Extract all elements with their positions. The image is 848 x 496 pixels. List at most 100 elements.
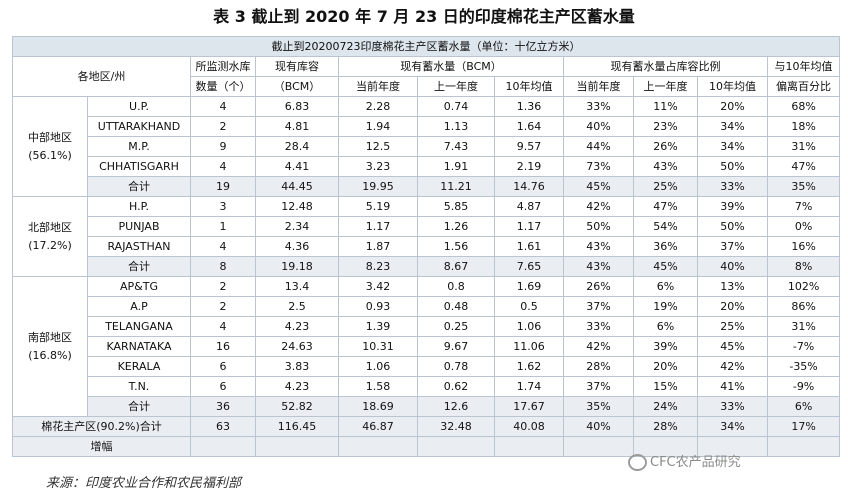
table-row: CHHATISGARH 4 4.41 3.23 1.91 2.19 73% 43% 50% 47% — [13, 156, 841, 177]
table-cell: 43% — [633, 156, 698, 177]
table-cell: 50% — [563, 216, 634, 237]
table-cell: 11.06 — [494, 336, 564, 357]
table-cell: 3 — [190, 196, 256, 217]
table-cell: 1.64 — [494, 116, 564, 137]
total-cell: 36 — [190, 396, 256, 417]
state-name: A.P — [87, 296, 191, 317]
grand-total-cell: 32.48 — [417, 416, 495, 437]
source-note: 来源：印度农业合作和农民福利部 — [46, 476, 242, 491]
table-cell: 42% — [697, 356, 768, 377]
header-region-state: 各地区/州 — [12, 56, 191, 97]
table-cell: 4.87 — [494, 196, 564, 217]
table-cell: 47% — [766, 156, 841, 177]
table-row: 南部地区 (16.8%) AP&TG 2 13.4 3.42 0.8 1.69 26% 6% 13%… — [12, 276, 841, 417]
table-cell: 16 — [190, 336, 256, 357]
table-cell: 1.87 — [338, 236, 418, 257]
table-cell: 7% — [766, 196, 841, 217]
table-cell: 102% — [766, 276, 841, 297]
table-cell: 9.57 — [494, 136, 564, 157]
table-cell: 1.69 — [494, 276, 564, 297]
region-total-row: 合计 19 44.45 19.95 11.21 14.76 45% 25% 33% 35% — [13, 176, 841, 197]
total-cell: 44.45 — [255, 176, 339, 197]
table-cell: 2 — [190, 276, 256, 297]
table-cell: 1.58 — [338, 376, 418, 397]
total-cell: 33% — [697, 396, 768, 417]
grand-total-cell: 40.08 — [494, 416, 564, 437]
table-cell: -35% — [766, 356, 841, 377]
table-cell: 31% — [766, 136, 841, 157]
table-cell: 1.61 — [494, 236, 564, 257]
table-row: RAJASTHAN 4 4.36 1.87 1.56 1.61 43% 36% 37% 16% — [13, 236, 841, 257]
table-cell: 1.17 — [494, 216, 564, 237]
total-cell: 45% — [563, 176, 634, 197]
region-label: 北部地区 (17.2%) — [12, 196, 88, 277]
table-cell: 39% — [697, 196, 768, 217]
region-name: 南部地区 — [28, 330, 72, 344]
table-title: 表 3 截止到 2020 年 7 月 23 日的印度棉花主产区蓄水量 — [213, 7, 635, 26]
region-label: 中部地区 (56.1%) — [12, 96, 88, 197]
region-total-row: 合计 8 19.18 8.23 8.67 7.65 43% 45% 40% 8% — [13, 256, 841, 277]
table-cell: 2 — [190, 116, 256, 137]
storage-table: 截止到20200723印度棉花主产区蓄水量（单位：十亿立方米） 各地区/州 所监… — [11, 36, 841, 457]
total-cell: 35% — [766, 176, 841, 197]
state-name: CHHATISGARH — [87, 156, 191, 177]
table-band-title: 截止到20200723印度棉花主产区蓄水量（单位：十亿立方米） — [11, 36, 841, 57]
table-cell: 1.06 — [338, 356, 418, 377]
table-cell: 3.42 — [338, 276, 418, 297]
table-cell: 37% — [563, 376, 634, 397]
table-cell: 0.62 — [417, 376, 495, 397]
table-cell: 50% — [697, 216, 768, 237]
table-row: PUNJAB 1 2.34 1.17 1.26 1.17 50% 54% 50% 0% — [13, 216, 841, 237]
grand-total-label: 棉花主产区(90.2%)合计 — [12, 416, 191, 437]
state-name: M.P. — [87, 136, 191, 157]
increase-cell — [697, 436, 768, 457]
table-cell: 1 — [190, 216, 256, 237]
table-cell: 25% — [697, 316, 768, 337]
header-capacity-line1: 现有库容 — [255, 56, 339, 77]
table-cell: 40% — [563, 116, 634, 137]
table-cell: 31% — [766, 316, 841, 337]
total-label: 合计 — [87, 176, 191, 197]
table-row: A.P 2 2.5 0.93 0.48 0.5 37% 19% 20% 86% — [13, 296, 841, 317]
table-cell: 47% — [633, 196, 698, 217]
total-cell: 8.67 — [417, 256, 495, 277]
table-cell: 23% — [633, 116, 698, 137]
state-name: KARNATAKA — [87, 336, 191, 357]
table-cell: 50% — [697, 156, 768, 177]
table-cell: 68% — [766, 96, 841, 117]
total-cell: 7.65 — [494, 256, 564, 277]
header-storage-group: 现有蓄水量（BCM） — [338, 56, 564, 77]
table-cell: 2.19 — [494, 156, 564, 177]
total-cell: 35% — [563, 396, 634, 417]
total-cell: 19.18 — [255, 256, 339, 277]
table-cell: 26% — [563, 276, 634, 297]
table-cell: 1.94 — [338, 116, 418, 137]
header-monitored-line1: 所监测水库 — [190, 56, 256, 77]
increase-cell — [563, 436, 634, 457]
total-cell: 24% — [633, 396, 698, 417]
table-cell: 15% — [633, 376, 698, 397]
table-cell: 0.93 — [338, 296, 418, 317]
total-label: 合计 — [87, 256, 191, 277]
table-cell: 2.28 — [338, 96, 418, 117]
table-cell: 73% — [563, 156, 634, 177]
table-cell: 36% — [633, 236, 698, 257]
state-name: KERALA — [87, 356, 191, 377]
total-cell: 12.6 — [417, 396, 495, 417]
table-cell: 0.8 — [417, 276, 495, 297]
increase-cell — [494, 436, 564, 457]
grand-total-cell: 17% — [766, 416, 841, 437]
grand-total-cell: 63 — [190, 416, 256, 437]
state-name: H.P. — [87, 196, 191, 217]
table-cell: 34% — [697, 136, 768, 157]
table-cell: 0% — [766, 216, 841, 237]
increase-cell — [633, 436, 698, 457]
table-cell: 1.26 — [417, 216, 495, 237]
table-cell: 19% — [633, 296, 698, 317]
table-cell: 41% — [697, 376, 768, 397]
total-cell: 52.82 — [255, 396, 339, 417]
table-cell: 13% — [697, 276, 768, 297]
table-cell: 6 — [190, 376, 256, 397]
state-name: TELANGANA — [87, 316, 191, 337]
region-share: (16.8%) — [28, 348, 72, 362]
